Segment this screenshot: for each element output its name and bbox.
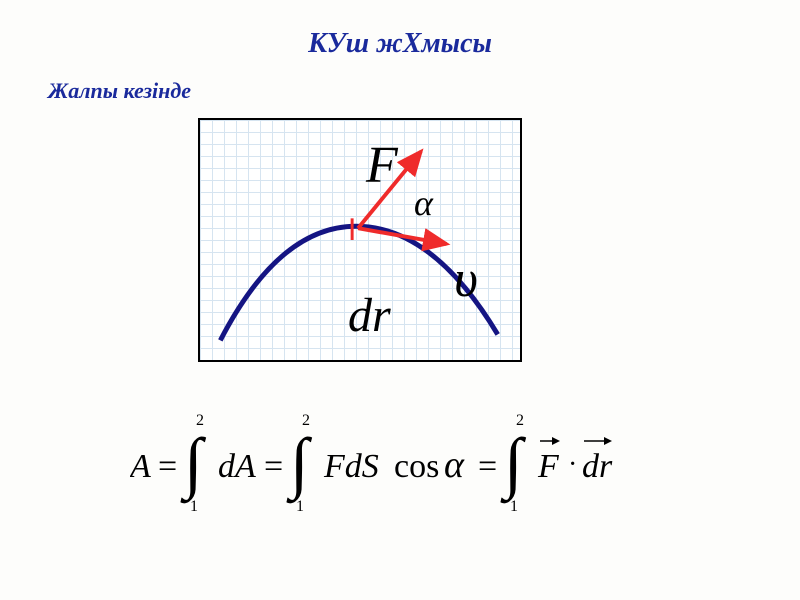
svg-text:=: = — [264, 448, 283, 485]
svg-text:FdS: FdS — [323, 448, 379, 485]
svg-text:=: = — [478, 448, 497, 485]
label-F: F — [366, 136, 398, 195]
svg-text:=: = — [158, 448, 177, 485]
svg-text:F: F — [537, 448, 560, 485]
svg-text:2: 2 — [196, 412, 204, 429]
diagram-panel: F α υ dr — [198, 118, 522, 362]
page-title: КУш жХмысы — [0, 0, 800, 60]
svg-text:dA: dA — [218, 448, 256, 485]
svg-text:1: 1 — [510, 498, 518, 515]
svg-text:2: 2 — [516, 412, 524, 429]
label-v: υ — [454, 250, 478, 309]
svg-text:α: α — [444, 444, 465, 486]
svg-text:cos: cos — [394, 448, 439, 485]
svg-text:1: 1 — [190, 498, 198, 515]
svg-text:1: 1 — [296, 498, 304, 515]
subtitle-text: Жалпы кезінде — [48, 78, 191, 103]
vector-v — [358, 228, 447, 244]
svg-text:∫: ∫ — [500, 424, 527, 504]
label-alpha: α — [414, 182, 433, 224]
svg-text:A: A — [130, 448, 151, 485]
svg-text:·: · — [568, 449, 577, 480]
svg-text:2: 2 — [302, 412, 310, 429]
svg-text:∫: ∫ — [286, 424, 313, 504]
label-dr: dr — [348, 288, 391, 343]
title-text: КУш жХмысы — [308, 28, 492, 59]
svg-text:dr: dr — [582, 448, 613, 485]
subtitle: Жалпы кезінде — [0, 60, 800, 104]
svg-text:∫: ∫ — [180, 424, 207, 504]
work-formula: A=∫21dA=∫21FdScosα=∫21F·dr — [130, 395, 670, 525]
